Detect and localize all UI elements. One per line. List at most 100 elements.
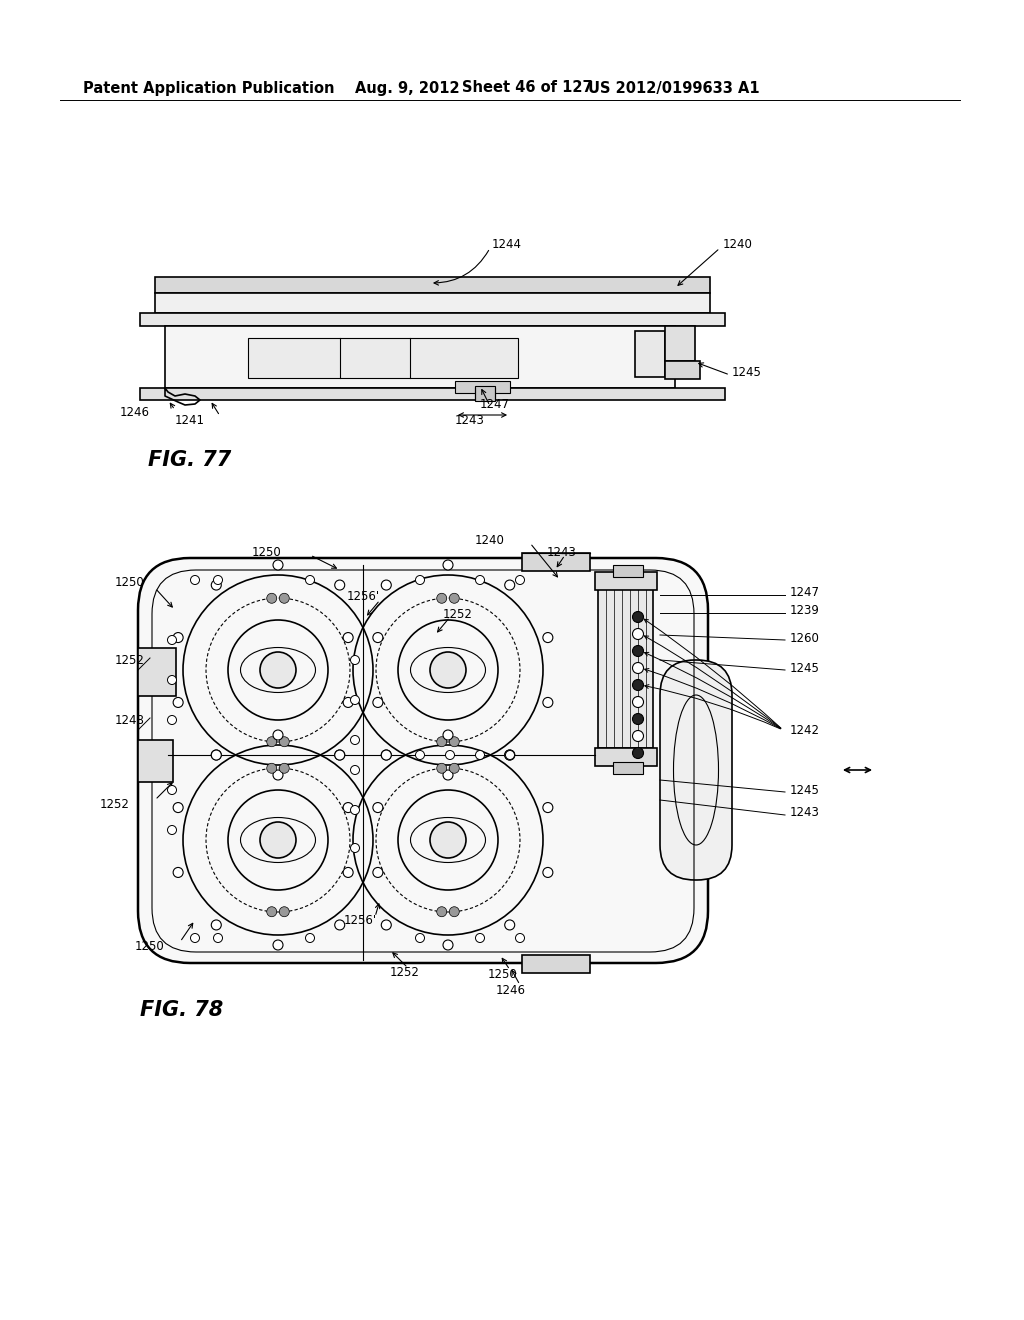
Text: 1250: 1250 [488,968,518,981]
Circle shape [211,920,221,931]
Circle shape [373,867,383,878]
Circle shape [190,933,200,942]
Text: 1246: 1246 [496,983,526,997]
Circle shape [633,730,643,742]
Circle shape [515,576,524,585]
Text: 1250: 1250 [115,576,144,589]
Text: 1248: 1248 [115,714,144,726]
Text: Sheet 46 of 127: Sheet 46 of 127 [462,81,593,95]
Circle shape [343,632,353,643]
Circle shape [381,750,391,760]
Bar [635,331,665,378]
Circle shape [190,576,200,585]
Circle shape [475,751,484,759]
Text: Aug. 9, 2012: Aug. 9, 2012 [355,81,460,95]
Circle shape [305,933,314,942]
Bar [475,385,495,401]
Circle shape [436,593,446,603]
Circle shape [173,867,183,878]
Circle shape [266,737,276,747]
Text: FIG. 78: FIG. 78 [140,1001,223,1020]
Text: 1256': 1256' [347,590,380,603]
Circle shape [633,663,643,673]
Circle shape [280,737,289,747]
Bar [595,572,657,590]
Text: 1246: 1246 [120,407,150,420]
Circle shape [350,805,359,814]
Text: FIG. 77: FIG. 77 [148,450,231,470]
Text: 1243: 1243 [455,413,485,426]
Circle shape [381,920,391,931]
Circle shape [443,940,453,950]
Bar [613,762,643,774]
Circle shape [450,907,460,916]
Circle shape [450,763,460,774]
Circle shape [430,652,466,688]
Bar [140,313,725,326]
Circle shape [633,714,643,725]
Circle shape [543,697,553,708]
Circle shape [373,803,383,813]
Bar [155,293,710,313]
Circle shape [350,656,359,664]
Bar [595,748,657,766]
Text: 1239: 1239 [790,605,820,618]
Text: 1245: 1245 [790,661,820,675]
FancyBboxPatch shape [138,558,708,964]
Circle shape [173,697,183,708]
Text: 1247: 1247 [790,586,820,599]
FancyBboxPatch shape [660,660,732,880]
Text: 1252: 1252 [100,799,130,812]
Text: 1260: 1260 [790,631,820,644]
Circle shape [335,920,345,931]
Bar [248,338,518,378]
Circle shape [211,750,221,760]
Text: Patent Application Publication: Patent Application Publication [83,81,335,95]
Circle shape [505,920,515,931]
Circle shape [280,907,289,916]
Circle shape [373,697,383,708]
Bar [522,553,590,572]
Circle shape [505,579,515,590]
Bar [165,326,675,388]
Circle shape [436,907,446,916]
Text: 1241: 1241 [175,413,205,426]
Bar [522,954,590,973]
Circle shape [305,576,314,585]
Circle shape [443,730,453,741]
Circle shape [506,751,514,759]
Circle shape [515,933,524,942]
Circle shape [381,750,391,760]
Circle shape [416,576,425,585]
Circle shape [213,576,222,585]
Circle shape [436,763,446,774]
Text: 1240: 1240 [723,238,753,251]
Circle shape [173,632,183,643]
Circle shape [436,737,446,747]
Circle shape [416,933,425,942]
Circle shape [211,750,221,760]
Bar [140,388,725,400]
Circle shape [273,770,283,780]
Circle shape [443,770,453,780]
Circle shape [343,697,353,708]
Circle shape [335,750,345,760]
Circle shape [416,751,425,759]
Bar [613,565,643,577]
Circle shape [260,652,296,688]
Circle shape [475,933,484,942]
Circle shape [343,803,353,813]
Bar [138,648,176,696]
Circle shape [475,576,484,585]
Circle shape [381,579,391,590]
Circle shape [373,632,383,643]
Circle shape [350,766,359,775]
Circle shape [443,560,453,570]
Text: 1245: 1245 [732,367,762,380]
Text: 1250: 1250 [252,545,282,558]
Circle shape [211,579,221,590]
Circle shape [633,611,643,623]
Text: 1244: 1244 [492,238,522,251]
Text: 1252: 1252 [443,607,473,620]
Circle shape [273,730,283,741]
